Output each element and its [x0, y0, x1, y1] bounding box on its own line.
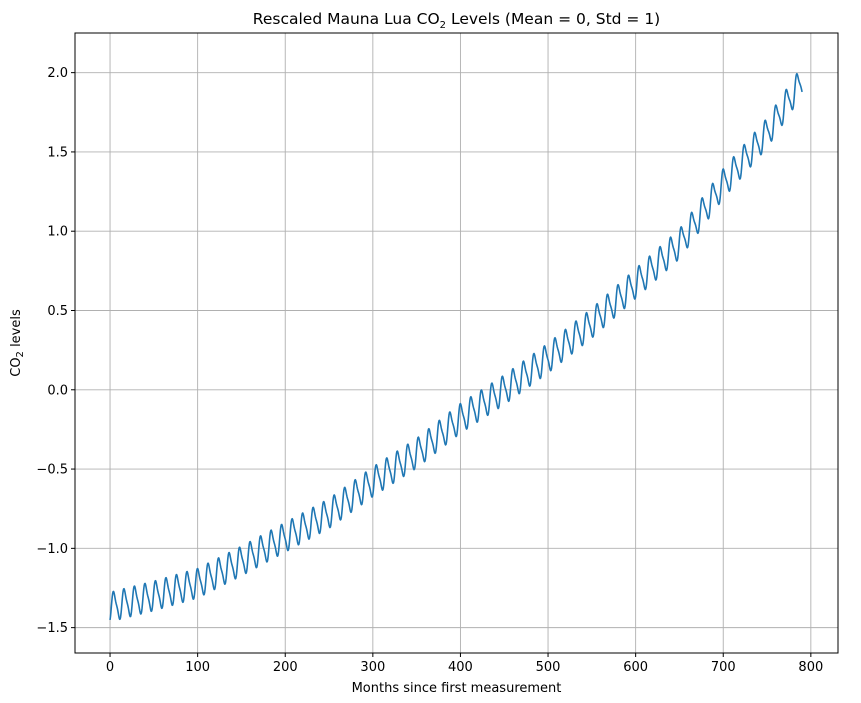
y-tick-label: −1.5: [36, 621, 68, 636]
x-tick-label: 200: [273, 660, 298, 675]
x-tick-label: 300: [360, 660, 385, 675]
y-tick-label: 0.5: [47, 304, 68, 319]
y-tick-label: −0.5: [36, 463, 68, 478]
x-tick-label: 100: [185, 660, 210, 675]
x-tick-label: 700: [711, 660, 736, 675]
axis-ticks: 0 100 200 300 400 500 600 700 800 −1.5 −1.0 −0.5 0.0…: [36, 66, 823, 675]
x-tick-label: 800: [798, 660, 823, 675]
y-axis-label-subscript: 2: [15, 351, 26, 357]
chart-title: Rescaled Mauna Lua CO2 Levels (Mean = 0,…: [253, 10, 660, 31]
y-tick-label: 1.5: [47, 145, 68, 160]
co2-series-line: [109, 72, 803, 621]
chart-title-main: Rescaled Mauna Lua CO: [253, 10, 440, 28]
x-tick-label: 400: [448, 660, 473, 675]
y-tick-label: −1.0: [36, 542, 68, 557]
x-tick-label: 500: [536, 660, 561, 675]
grid-lines: [75, 33, 838, 653]
chart-title-rest: Levels (Mean = 0, Std = 1): [446, 10, 660, 28]
y-axis-label-main: CO: [9, 357, 24, 376]
y-axis-label: CO2 levels: [9, 309, 26, 377]
y-tick-label: 2.0: [47, 66, 68, 81]
plot-frame: [74, 32, 839, 654]
y-tick-label: 0.0: [47, 383, 68, 398]
x-tick-label: 0: [106, 660, 114, 675]
y-axis-label-rest: levels: [9, 309, 24, 351]
y-tick-label: 1.0: [47, 225, 68, 240]
chart-title-subscript: 2: [440, 20, 446, 31]
x-tick-label: 600: [623, 660, 648, 675]
x-axis-label: Months since first measurement: [352, 681, 562, 696]
